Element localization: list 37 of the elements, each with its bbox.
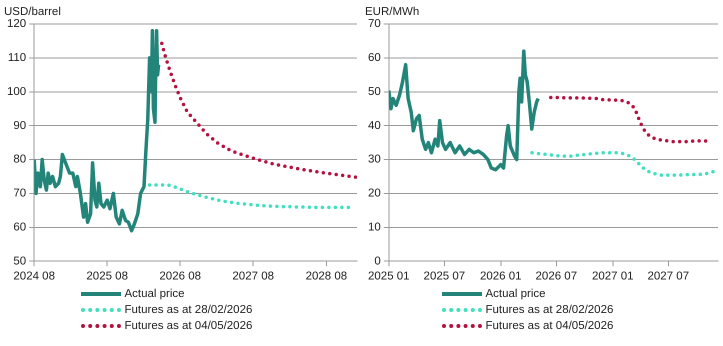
x-tick-label: 2025 01: [368, 270, 410, 282]
y-tick-label: 50: [13, 255, 26, 268]
line-series: [160, 42, 357, 179]
x-tick-label: 2025 08: [86, 270, 128, 282]
legend-label: Futures as at 28/02/2026: [486, 304, 614, 316]
legend-label: Actual price: [124, 288, 185, 300]
legend-label: Futures as at 28/02/2026: [124, 304, 252, 316]
legend-label: Futures as at 04/05/2026: [124, 320, 252, 332]
y-tick-label: 60: [13, 221, 26, 234]
y-tick-label: 80: [13, 154, 26, 166]
y-tick-label: 40: [368, 120, 381, 132]
y-tick-label: 30: [368, 154, 381, 166]
x-tick-label: 2024 08: [13, 270, 55, 282]
y-tick-label: 90: [13, 120, 26, 132]
y-tick-label: 120: [7, 18, 26, 30]
x-tick-label: 2026 08: [159, 270, 201, 282]
legend-label: Futures as at 04/05/2026: [486, 320, 614, 332]
y-tick-label: 50: [368, 86, 381, 98]
x-tick-label: 2025 07: [424, 270, 466, 282]
x-tick-label: 2027 07: [648, 270, 690, 282]
y-tick-label: 0: [374, 255, 381, 268]
x-tick-label: 2027 01: [592, 270, 634, 282]
y-axis-title: USD/barrel: [4, 6, 61, 18]
x-tick-label: 2026 01: [480, 270, 522, 282]
line-series: [530, 151, 717, 177]
y-axis-title: EUR/MWh: [365, 6, 420, 18]
y-tick-label: 70: [13, 188, 26, 200]
legend-label: Actual price: [486, 288, 546, 300]
y-tick-label: 60: [368, 52, 381, 64]
y-tick-label: 100: [7, 86, 26, 98]
y-tick-label: 10: [368, 221, 381, 234]
x-tick-label: 2027 08: [232, 270, 274, 282]
y-tick-label: 20: [368, 188, 381, 200]
x-tick-label: 2028 08: [306, 270, 348, 282]
x-tick-label: 2026 07: [536, 270, 578, 282]
y-tick-label: 70: [368, 18, 381, 30]
y-tick-label: 110: [8, 52, 26, 64]
